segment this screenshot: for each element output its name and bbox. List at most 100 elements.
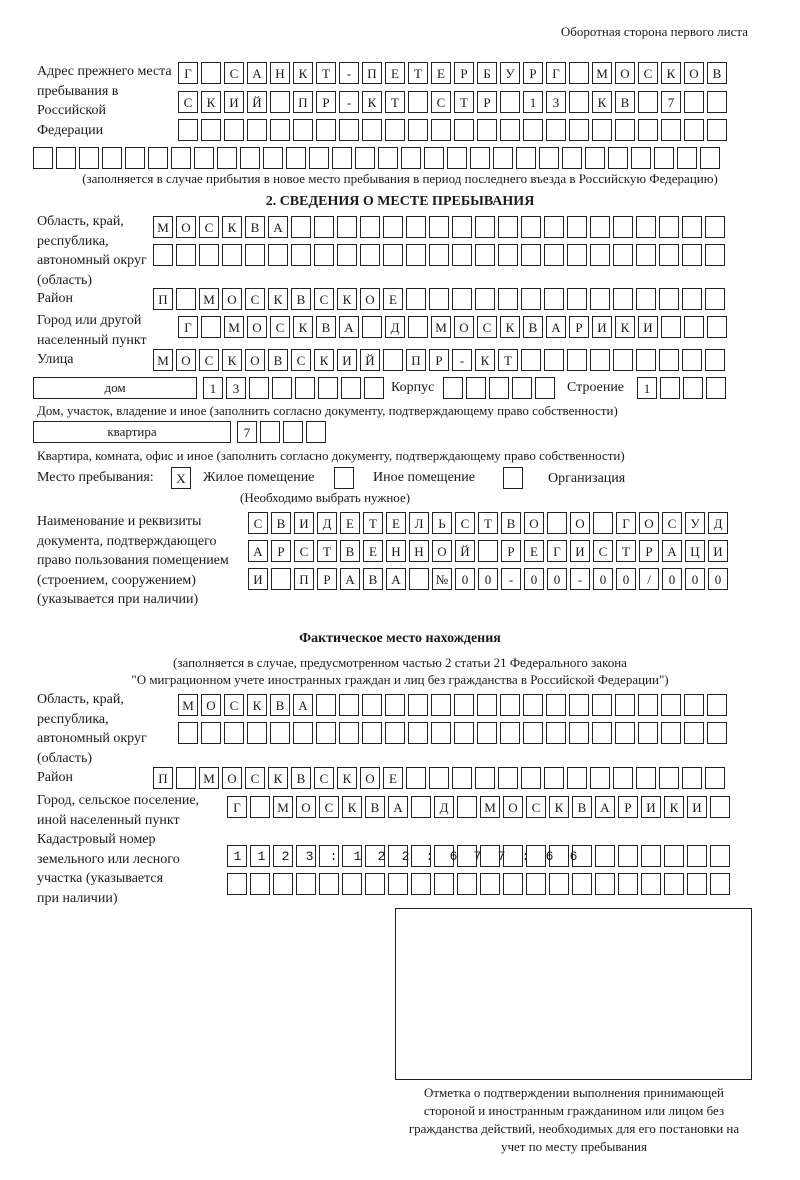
char-cell[interactable]: Г	[547, 540, 567, 562]
char-cell[interactable]	[613, 244, 633, 266]
char-cell[interactable]: №	[432, 568, 452, 590]
char-cell[interactable]	[176, 767, 196, 789]
apartment-type-field[interactable]: квартира	[33, 421, 231, 443]
char-cell[interactable]	[250, 796, 270, 818]
char-cell[interactable]	[590, 767, 610, 789]
char-cell[interactable]: Т	[616, 540, 636, 562]
char-cell[interactable]	[661, 316, 681, 338]
char-cell[interactable]	[631, 147, 651, 169]
char-cell[interactable]	[429, 288, 449, 310]
char-cell[interactable]: К	[201, 91, 221, 113]
char-cell[interactable]	[408, 722, 428, 744]
char-cell[interactable]	[477, 694, 497, 716]
char-cell[interactable]: О	[432, 540, 452, 562]
char-cell[interactable]: У	[685, 512, 705, 534]
char-cell[interactable]: М	[153, 349, 173, 371]
char-cell[interactable]: С	[455, 512, 475, 534]
char-cell[interactable]	[452, 244, 472, 266]
char-cell[interactable]	[316, 694, 336, 716]
char-cell[interactable]	[498, 767, 518, 789]
char-cell[interactable]	[178, 722, 198, 744]
char-cell[interactable]	[339, 722, 359, 744]
char-cell[interactable]: С	[224, 62, 244, 84]
char-cell[interactable]	[572, 873, 592, 895]
char-cell[interactable]: Г	[546, 62, 566, 84]
char-cell[interactable]: В	[363, 568, 383, 590]
char-cell[interactable]	[661, 722, 681, 744]
char-cell[interactable]	[79, 147, 99, 169]
char-cell[interactable]	[411, 873, 431, 895]
char-cell[interactable]	[194, 147, 214, 169]
char-cell[interactable]	[457, 796, 477, 818]
char-cell[interactable]: О	[454, 316, 474, 338]
char-cell[interactable]: 0	[685, 568, 705, 590]
char-cell[interactable]	[521, 288, 541, 310]
char-cell[interactable]	[544, 244, 564, 266]
char-cell[interactable]	[475, 288, 495, 310]
char-cell[interactable]: О	[222, 767, 242, 789]
char-cell[interactable]: Т	[385, 91, 405, 113]
char-cell[interactable]	[682, 216, 702, 238]
char-cell[interactable]	[544, 767, 564, 789]
char-cell[interactable]	[710, 873, 730, 895]
char-cell[interactable]: Й	[360, 349, 380, 371]
char-cell[interactable]	[638, 694, 658, 716]
char-cell[interactable]	[569, 722, 589, 744]
char-cell[interactable]: О	[176, 349, 196, 371]
char-cell[interactable]	[638, 91, 658, 113]
char-cell[interactable]: В	[615, 91, 635, 113]
stay-option-organization-checkbox[interactable]	[503, 467, 523, 489]
char-cell[interactable]	[454, 694, 474, 716]
char-cell[interactable]: К	[592, 91, 612, 113]
char-cell[interactable]	[526, 873, 546, 895]
char-cell[interactable]	[286, 147, 306, 169]
char-cell[interactable]	[316, 119, 336, 141]
char-cell[interactable]	[360, 216, 380, 238]
char-cell[interactable]: М	[224, 316, 244, 338]
char-cell[interactable]	[641, 845, 661, 867]
char-cell[interactable]: Е	[524, 540, 544, 562]
char-cell[interactable]	[615, 694, 635, 716]
char-cell[interactable]	[710, 796, 730, 818]
char-cell[interactable]	[590, 216, 610, 238]
char-cell[interactable]	[224, 722, 244, 744]
char-cell[interactable]	[148, 147, 168, 169]
char-cell[interactable]: В	[707, 62, 727, 84]
char-cell[interactable]	[56, 147, 76, 169]
char-cell[interactable]	[636, 244, 656, 266]
char-cell[interactable]	[661, 119, 681, 141]
char-cell[interactable]	[153, 244, 173, 266]
char-cell[interactable]	[337, 244, 357, 266]
building-row[interactable]: 1	[637, 377, 729, 399]
char-cell[interactable]	[700, 147, 720, 169]
char-cell[interactable]: Й	[455, 540, 475, 562]
char-cell[interactable]	[176, 244, 196, 266]
char-cell[interactable]	[684, 694, 704, 716]
char-cell[interactable]: Р	[317, 568, 337, 590]
char-cell[interactable]: Р	[501, 540, 521, 562]
char-cell[interactable]	[125, 147, 145, 169]
char-cell[interactable]: С	[593, 540, 613, 562]
char-cell[interactable]	[429, 767, 449, 789]
char-cell[interactable]: -	[339, 62, 359, 84]
char-cell[interactable]	[270, 119, 290, 141]
char-cell[interactable]	[332, 147, 352, 169]
char-cell[interactable]	[434, 845, 454, 867]
char-cell[interactable]	[365, 845, 385, 867]
char-cell[interactable]	[546, 694, 566, 716]
char-cell[interactable]: М	[592, 62, 612, 84]
char-cell[interactable]: С	[224, 694, 244, 716]
char-cell[interactable]	[296, 873, 316, 895]
char-cell[interactable]	[615, 722, 635, 744]
char-cell[interactable]	[705, 244, 725, 266]
char-cell[interactable]: К	[362, 91, 382, 113]
char-cell[interactable]	[707, 119, 727, 141]
char-cell[interactable]	[408, 316, 428, 338]
char-cell[interactable]	[567, 244, 587, 266]
cadastral-row-1[interactable]	[227, 845, 733, 867]
char-cell[interactable]	[342, 845, 362, 867]
char-cell[interactable]	[268, 244, 288, 266]
